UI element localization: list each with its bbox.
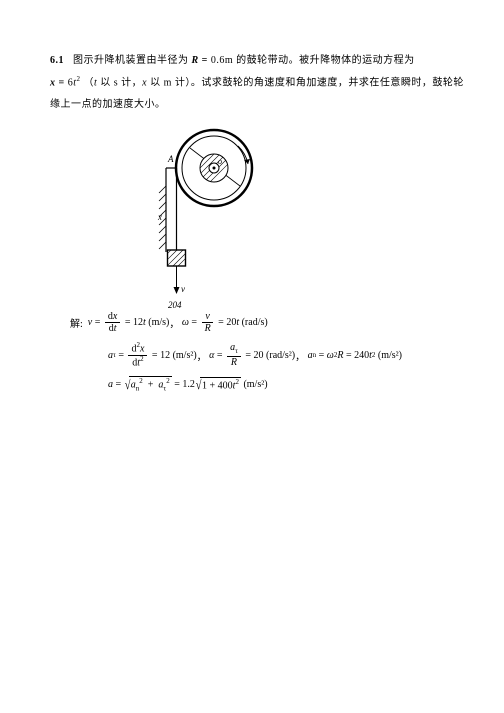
radius-eq: = — [202, 55, 208, 66]
l2-R2: R — [337, 350, 343, 361]
page-number: 204 — [168, 300, 182, 310]
problem-text-3: （ — [83, 77, 94, 88]
l1-frac1: dx dt — [105, 311, 120, 334]
wheel: o — [176, 130, 252, 206]
l2-sep2: ， — [295, 348, 305, 363]
load — [165, 233, 193, 274]
x-unit-word: 以 m 计）。试求鼓轮的角速度和角加速度，并求在任意瞬时，鼓轮轮 — [147, 77, 464, 88]
solution-line-3: a = √ an2 + aτ2 = 1.2 √ 1 + 400t2 (m/s²) — [108, 376, 504, 392]
figure-svg: A o — [110, 122, 280, 312]
label-v: v — [181, 284, 185, 294]
l1-sep: ， — [169, 315, 179, 330]
l3-unit: (m/s²) — [243, 379, 267, 390]
solution-label: 解: — [70, 315, 83, 330]
radius-val: 0.6 — [211, 55, 225, 66]
figure: A o — [110, 122, 504, 317]
solution: 解: v = dx dt = 12t (m/s) ， ω = v R = 20t… — [70, 311, 504, 392]
l2-pow2: 2 — [372, 351, 376, 359]
l2-at-sub: τ — [113, 351, 116, 359]
motion-pow: 2 — [76, 75, 80, 83]
radius-var: R — [192, 55, 199, 66]
problem-number: 6.1 — [50, 55, 64, 66]
motion-eq: = — [59, 77, 65, 88]
l2-eq3: = — [319, 350, 325, 361]
l2-sep: ， — [197, 348, 207, 363]
l1-eq: = — [95, 317, 101, 328]
l2-val: 12 — [160, 350, 170, 361]
l2-alpha: α — [209, 350, 214, 361]
l2-frac1: d2x dt2 — [128, 342, 147, 368]
l3-sqrt2: √ 1 + 400t2 — [195, 376, 241, 392]
l1-frac2: v R — [202, 311, 214, 334]
l2-omega: ω — [327, 350, 334, 361]
l1-unit: (m/s) — [148, 317, 169, 328]
problem-text-1: 图示升降机装置由半径为 — [73, 55, 192, 66]
l3-sqrt1: √ an2 + aτ2 — [124, 376, 172, 392]
l2-frac2: aτ R — [227, 342, 241, 368]
l2-eq2: = — [217, 350, 223, 361]
l2-an-sub: n — [313, 351, 317, 359]
l1-t2: t — [236, 317, 239, 328]
l2-val3: 240 — [354, 350, 369, 361]
label-A: A — [167, 154, 174, 164]
l3-eq: = — [116, 379, 122, 390]
problem-text-4: 缘上一点的加速度大小。 — [50, 99, 166, 110]
l2-val2: 20 — [254, 350, 264, 361]
l2-unit3: (m/s²) — [378, 350, 402, 361]
l1-val: 12 — [133, 317, 143, 328]
l3-coef: 1.2 — [182, 379, 195, 390]
l2-unit2: (rad/s²) — [266, 350, 295, 361]
l3-a: a — [108, 379, 113, 390]
problem-statement: 6.1 图示升降机装置由半径为 R = 0.6m 的鼓轮带动。被升降物体的运动方… — [50, 50, 464, 116]
radius-unit: m — [225, 55, 233, 66]
velocity-arrow-head — [174, 287, 180, 294]
problem-text-2: 的鼓轮带动。被升降物体的运动方程为 — [233, 55, 415, 66]
solution-line-2: aτ = d2x dt2 = 12 (m/s²) ， α = aτ R = 20… — [108, 342, 504, 368]
l1-t: t — [143, 317, 146, 328]
label-o: o — [218, 157, 222, 166]
l2-unit: (m/s²) — [173, 350, 197, 361]
l1-v: v — [88, 317, 92, 328]
label-x: x — [157, 212, 162, 222]
l3-eq2: = — [174, 379, 180, 390]
l2-eq: = — [118, 350, 124, 361]
l1-unit2: (rad/s) — [242, 317, 268, 328]
l1-omega: ω — [182, 317, 189, 328]
page: 6.1 图示升降机装置由半径为 R = 0.6m 的鼓轮带动。被升降物体的运动方… — [0, 0, 504, 713]
t-unit-word: 以 s 计， — [97, 77, 142, 88]
motion-x: x — [50, 77, 56, 88]
l1-eq2: = — [191, 317, 197, 328]
l1-val2: 20 — [226, 317, 236, 328]
